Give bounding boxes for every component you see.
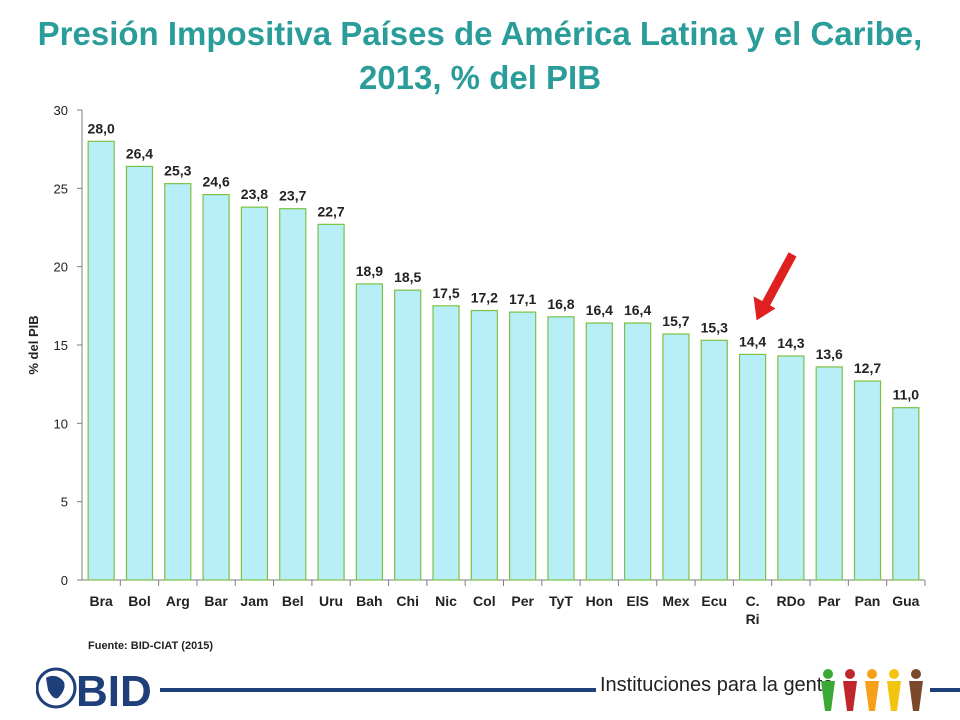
logo-text: BID — [76, 667, 152, 712]
y-axis-label: % del PIB — [26, 315, 41, 374]
person-icon — [821, 669, 835, 711]
category-label: Nic — [435, 593, 457, 609]
people-icons — [821, 669, 923, 711]
data-label: 28,0 — [88, 120, 115, 136]
y-tick-label: 25 — [54, 181, 68, 196]
bar-col — [470, 309, 498, 581]
bar-ecu — [700, 339, 728, 581]
data-label: 13,6 — [816, 346, 843, 362]
data-label: 17,5 — [432, 285, 459, 301]
data-label: 26,4 — [126, 145, 153, 161]
footer-rule-left — [160, 688, 596, 692]
category-label: Ecu — [701, 593, 727, 609]
bar-mex — [662, 333, 690, 581]
data-label: 25,3 — [164, 163, 191, 179]
bar-tyt — [547, 316, 575, 581]
bar-bol — [125, 165, 154, 581]
source-note: Fuente: BID-CIAT (2015) — [88, 640, 214, 652]
category-label: C. Ri — [746, 593, 760, 627]
data-label: 17,1 — [509, 291, 536, 307]
data-label: 18,5 — [394, 269, 421, 285]
data-label: 16,4 — [586, 302, 613, 318]
category-label: RDo — [776, 593, 805, 609]
data-label: 17,2 — [471, 290, 498, 306]
data-label: 12,7 — [854, 360, 881, 376]
category-label: Bel — [282, 593, 304, 609]
bar-uru — [317, 223, 345, 581]
category-label: Arg — [166, 593, 190, 609]
category-label: Pan — [855, 593, 881, 609]
y-tick-label: 10 — [54, 416, 68, 431]
data-label: 14,3 — [777, 335, 804, 351]
category-label: Mex — [662, 593, 689, 609]
person-icon — [909, 669, 923, 711]
data-label: 11,0 — [893, 387, 920, 403]
data-label: 22,7 — [317, 203, 344, 219]
data-label: 15,7 — [662, 313, 689, 329]
category-label: Jam — [240, 593, 268, 609]
data-label: 14,4 — [739, 333, 766, 349]
person-icon — [887, 669, 901, 711]
bar-bra — [87, 140, 115, 581]
data-label: 15,3 — [701, 319, 728, 335]
category-label: ElS — [626, 593, 649, 609]
data-label: 16,4 — [624, 302, 651, 318]
bar-rdo — [777, 355, 805, 581]
category-label: Par — [818, 593, 841, 609]
data-label: 24,6 — [202, 174, 229, 190]
data-label: 23,8 — [241, 186, 268, 202]
y-tick-label: 15 — [54, 338, 68, 353]
bar-arg — [164, 183, 192, 581]
data-label: 16,8 — [547, 296, 574, 312]
category-label: Chi — [396, 593, 419, 609]
bar-bel — [279, 208, 307, 581]
category-label: Hon — [586, 593, 613, 609]
highlight-arrowhead — [753, 296, 776, 321]
bar-pan — [853, 380, 882, 581]
category-label: Bar — [204, 593, 228, 609]
person-icon — [843, 669, 857, 711]
y-tick-label: 20 — [54, 260, 68, 275]
tagline: Instituciones para la gente — [600, 674, 834, 696]
person-icon — [865, 669, 879, 711]
bar-per — [509, 311, 537, 581]
bar-chart: 0 5 10 15 20 25 30 % del PIB 28,0 Bra 26,4 Bol 25,3 A… — [26, 103, 926, 627]
bar-nic — [432, 305, 460, 581]
category-label: Bol — [128, 593, 151, 609]
category-label: Gua — [892, 593, 919, 609]
bar-hon — [585, 322, 613, 581]
chart-title: Presión Impositiva Países de América Lat… — [37, 15, 923, 96]
bar-bar — [202, 194, 230, 581]
category-label: Per — [511, 593, 534, 609]
bar-gua — [892, 407, 920, 581]
bar-bah — [355, 283, 384, 581]
bar-chi — [394, 289, 422, 581]
y-tick-label: 0 — [61, 573, 68, 588]
bar-cri — [738, 353, 767, 581]
y-tick-label: 30 — [54, 103, 68, 118]
category-label: Bra — [89, 593, 113, 609]
category-label: Bah — [356, 593, 382, 609]
category-label: Uru — [319, 593, 343, 609]
bar-els — [623, 322, 652, 581]
data-label: 18,9 — [356, 263, 383, 279]
data-label: 23,7 — [279, 188, 306, 204]
y-tick-label: 5 — [61, 495, 68, 510]
highlight-arrow — [761, 252, 797, 307]
category-label: Col — [473, 593, 496, 609]
bar-jam — [240, 206, 269, 581]
bid-logo: BID — [36, 667, 152, 712]
category-label: TyT — [549, 593, 573, 609]
footer-rule-right — [930, 688, 960, 692]
bar-par — [815, 366, 843, 581]
